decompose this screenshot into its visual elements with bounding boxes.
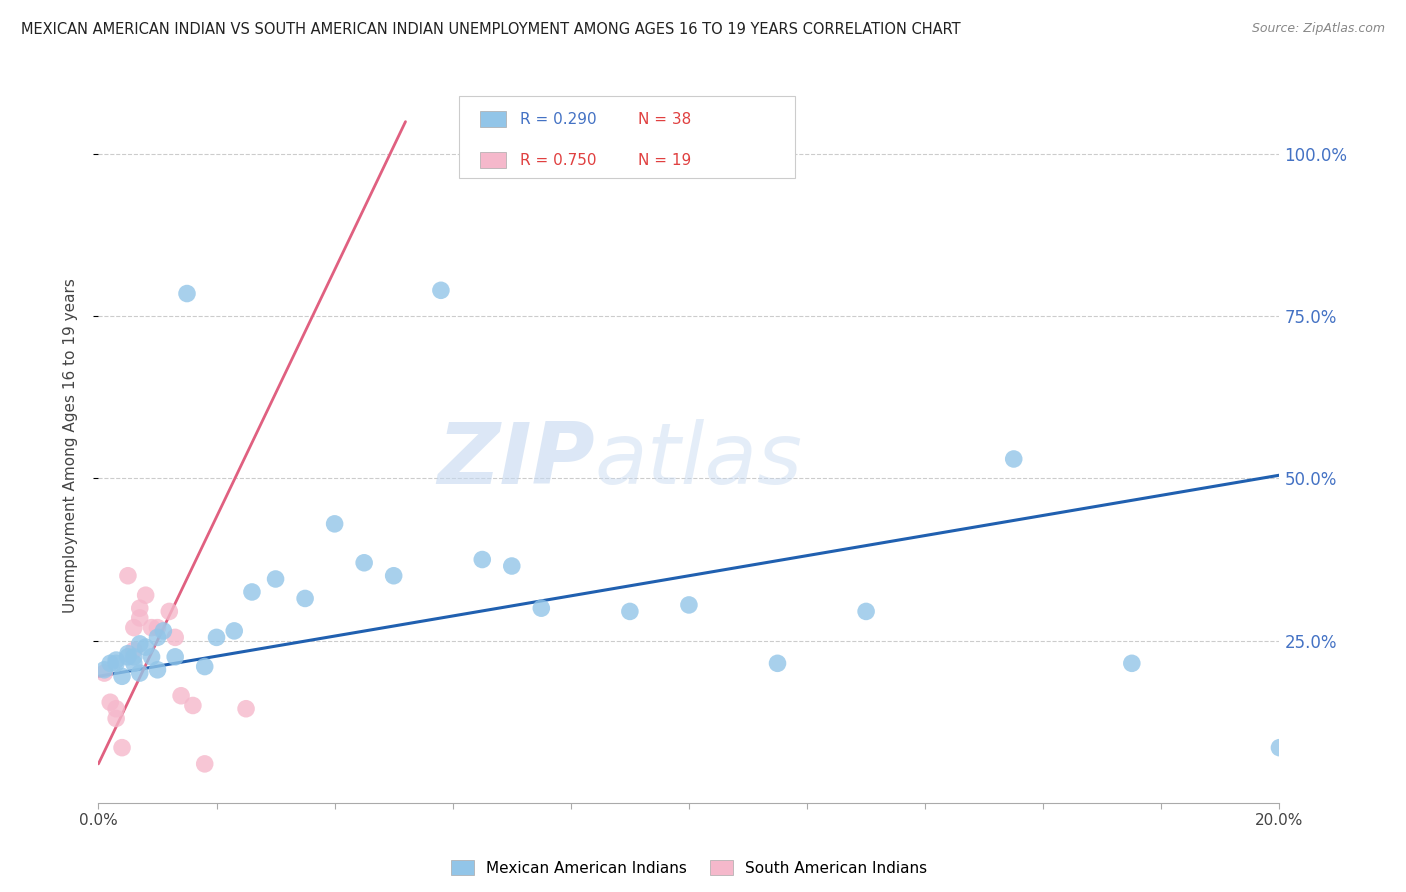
Point — [1121, 657, 1143, 671]
Point — [128, 666, 150, 681]
Point — [105, 711, 128, 725]
FancyBboxPatch shape — [479, 153, 506, 169]
Point — [766, 657, 789, 671]
Point — [1002, 452, 1025, 467]
Text: N = 38: N = 38 — [638, 112, 692, 127]
Point — [205, 631, 228, 645]
Point — [1268, 740, 1291, 755]
Point — [176, 286, 198, 301]
Point — [105, 653, 128, 667]
Point — [501, 559, 523, 574]
Point — [264, 572, 287, 586]
Text: Source: ZipAtlas.com: Source: ZipAtlas.com — [1251, 22, 1385, 36]
Point — [98, 657, 121, 671]
FancyBboxPatch shape — [479, 112, 506, 128]
Point — [678, 598, 700, 612]
Text: R = 0.290: R = 0.290 — [520, 112, 596, 127]
Point — [128, 637, 150, 651]
Point — [146, 663, 169, 677]
Point — [128, 611, 150, 625]
Text: N = 19: N = 19 — [638, 153, 692, 168]
Point — [135, 640, 157, 654]
Point — [122, 643, 145, 657]
Point — [181, 698, 204, 713]
Point — [152, 624, 174, 638]
Point — [294, 591, 316, 606]
Point — [224, 624, 246, 638]
Legend: Mexican American Indians, South American Indians: Mexican American Indians, South American… — [439, 848, 939, 888]
Text: R = 0.750: R = 0.750 — [520, 153, 596, 168]
Point — [382, 568, 405, 582]
Point — [117, 647, 139, 661]
Point — [93, 663, 115, 677]
Point — [122, 621, 145, 635]
Point — [128, 601, 150, 615]
Point — [105, 702, 128, 716]
Point — [194, 756, 217, 771]
Point — [93, 666, 115, 681]
Point — [353, 556, 375, 570]
Point — [105, 657, 128, 671]
Point — [165, 631, 187, 645]
Point — [122, 649, 145, 664]
Text: MEXICAN AMERICAN INDIAN VS SOUTH AMERICAN INDIAN UNEMPLOYMENT AMONG AGES 16 TO 1: MEXICAN AMERICAN INDIAN VS SOUTH AMERICA… — [21, 22, 960, 37]
Point — [240, 585, 263, 599]
Point — [122, 657, 145, 671]
Point — [117, 568, 139, 582]
Point — [170, 689, 193, 703]
Point — [235, 702, 257, 716]
Point — [98, 695, 121, 709]
Point — [141, 649, 163, 664]
Point — [194, 659, 217, 673]
Point — [111, 740, 134, 755]
Point — [530, 601, 553, 615]
Point — [430, 283, 453, 297]
FancyBboxPatch shape — [458, 96, 796, 178]
Text: ZIP: ZIP — [437, 418, 595, 502]
Point — [117, 649, 139, 664]
Point — [135, 588, 157, 602]
Point — [165, 649, 187, 664]
Y-axis label: Unemployment Among Ages 16 to 19 years: Unemployment Among Ages 16 to 19 years — [63, 278, 77, 614]
Point — [146, 621, 169, 635]
Point — [619, 604, 641, 618]
Text: atlas: atlas — [595, 418, 803, 502]
Point — [111, 669, 134, 683]
Point — [141, 621, 163, 635]
Point — [323, 516, 346, 531]
Point — [855, 604, 877, 618]
Point — [471, 552, 494, 566]
Point — [146, 631, 169, 645]
Point — [157, 604, 180, 618]
